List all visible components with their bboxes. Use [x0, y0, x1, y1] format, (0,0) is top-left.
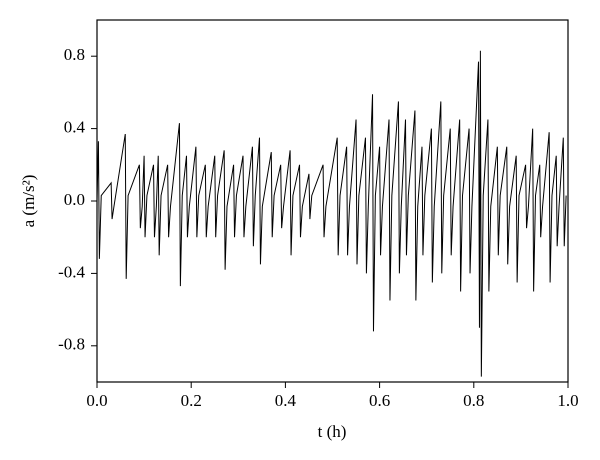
x-tick-label: 0.6: [369, 391, 390, 410]
y-tick-label: 0.8: [64, 45, 85, 64]
plot-frame: [96, 19, 569, 383]
y-axis-label: a (m/s²): [19, 175, 38, 228]
signal-line: [96, 50, 567, 377]
y-tick-label: -0.8: [58, 335, 85, 354]
x-axis-label: t (h): [318, 422, 347, 441]
x-tick-label: 0.8: [463, 391, 484, 410]
x-tick-label: 1.0: [557, 391, 578, 410]
y-tick-label: 0.4: [64, 118, 86, 137]
y-tick-label: -0.4: [58, 262, 85, 281]
x-tick-label: 0.0: [86, 391, 107, 410]
y-tick-label: 0.0: [64, 190, 85, 209]
x-tick-label: 0.2: [181, 391, 202, 410]
x-tick-label: 0.4: [275, 391, 297, 410]
